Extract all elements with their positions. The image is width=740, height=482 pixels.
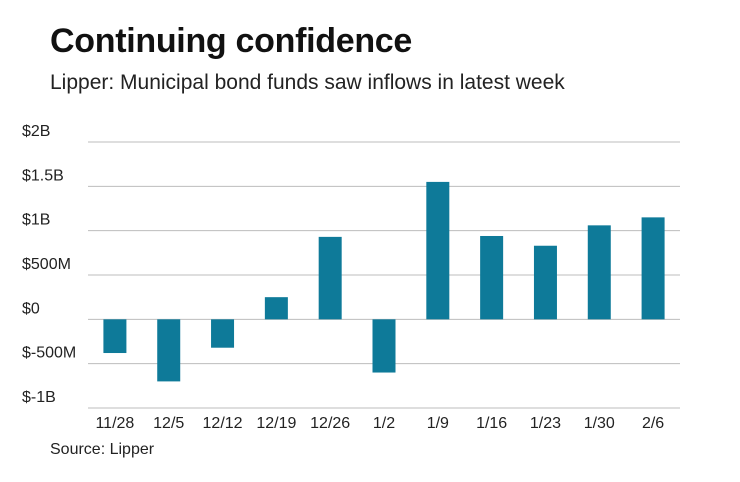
x-tick-label: 12/19 — [256, 415, 296, 432]
y-tick-label: $0 — [22, 300, 40, 317]
bars — [103, 181, 665, 382]
chart-title: Continuing confidence — [50, 22, 413, 60]
x-tick-label: 12/12 — [203, 415, 243, 432]
x-tick-label: 12/26 — [310, 415, 350, 432]
y-axis-ticks: $2B $1.5B $1B $500M $0 $-500M $-1B — [22, 123, 76, 406]
x-tick-label: 1/23 — [530, 415, 561, 432]
chart-subtitle: Lipper: Municipal bond funds saw inflows… — [50, 71, 565, 94]
source-note: Source: Lipper — [50, 441, 155, 458]
bar-2-6 — [641, 217, 665, 320]
y-tick-label: $1.5B — [22, 167, 64, 184]
x-tick-label: 11/28 — [95, 415, 134, 432]
bar-1-2 — [372, 319, 396, 373]
x-axis-ticks: 11/28 12/5 12/12 12/19 12/26 1/2 1/9 1/16 1/23 1/… — [95, 415, 664, 432]
y-tick-label: $500M — [22, 256, 71, 273]
bar-12-26 — [318, 236, 342, 320]
y-tick-label: $2B — [22, 123, 50, 140]
bar-1-30 — [587, 225, 611, 320]
x-tick-label: 1/9 — [427, 415, 449, 432]
y-tick-label: $1B — [22, 212, 50, 229]
bar-12-5 — [157, 319, 181, 382]
bar-1-9 — [426, 181, 450, 320]
x-tick-label: 1/16 — [476, 415, 507, 432]
bar-1-23 — [533, 245, 557, 320]
x-tick-label: 2/6 — [642, 415, 664, 432]
x-tick-label: 12/5 — [153, 415, 184, 432]
bar-12-12 — [211, 319, 235, 348]
y-tick-label: $-500M — [22, 345, 76, 362]
y-tick-label: $-1B — [22, 389, 56, 406]
bar-12-19 — [264, 297, 288, 320]
x-tick-label: 1/30 — [584, 415, 615, 432]
x-tick-label: 1/2 — [373, 415, 395, 432]
bar-11-28 — [103, 319, 127, 354]
bar-1-16 — [480, 235, 504, 320]
